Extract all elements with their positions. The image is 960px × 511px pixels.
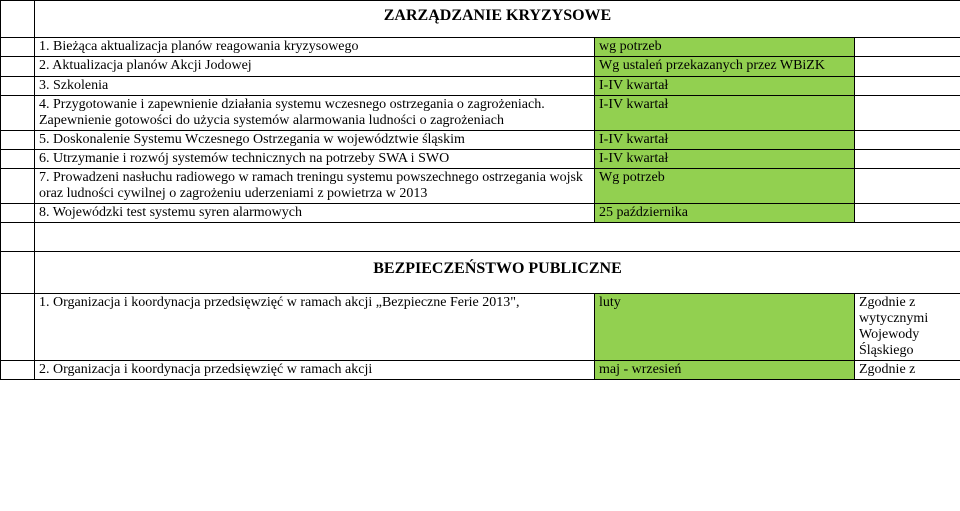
task-term: I-IV kwartał (595, 95, 855, 130)
table-row: 2. Aktualizacja planów Akcji Jodowej Wg … (1, 57, 960, 76)
task-term: Wg ustaleń przekazanych przez WBiZK (595, 57, 855, 76)
table-row: 7. Prowadzeni nasłuchu radiowego w ramac… (1, 169, 960, 204)
empty-cell (1, 1, 35, 38)
task-text: 5. Doskonalenie Systemu Wczesnego Ostrze… (35, 130, 595, 149)
task-term: I-IV kwartał (595, 149, 855, 168)
table-row: 6. Utrzymanie i rozwój systemów technicz… (1, 149, 960, 168)
task-text: 2. Organizacja i koordynacja przedsięwzi… (35, 361, 595, 380)
task-note: Zgodnie z wytycznymi Wojewody Śląskiego (855, 293, 960, 360)
table-row: 1. Bieżąca aktualizacja planów reagowani… (1, 38, 960, 57)
task-term: I-IV kwartał (595, 76, 855, 95)
task-text: 3. Szkolenia (35, 76, 595, 95)
section-title-crisis: ZARZĄDZANIE KRYZYSOWE (384, 7, 611, 24)
task-term: wg potrzeb (595, 38, 855, 57)
task-text: 2. Aktualizacja planów Akcji Jodowej (35, 57, 595, 76)
task-text: 6. Utrzymanie i rozwój systemów technicz… (35, 149, 595, 168)
task-note (855, 38, 960, 57)
task-text: 1. Bieżąca aktualizacja planów reagowani… (35, 38, 595, 57)
task-note (855, 204, 960, 223)
task-note (855, 95, 960, 130)
table-row: 2. Organizacja i koordynacja przedsięwzi… (1, 361, 960, 380)
task-note: Zgodnie z (855, 361, 960, 380)
task-text: 1. Organizacja i koordynacja przedsięwzi… (35, 293, 595, 360)
table-row: 1. Organizacja i koordynacja przedsięwzi… (1, 293, 960, 360)
section-heading-row: BEZPIECZEŃSTWO PUBLICZNE (1, 252, 960, 293)
task-text: 8. Wojewódzki test systemu syren alarmow… (35, 204, 595, 223)
task-term: luty (595, 293, 855, 360)
section-heading-row: ZARZĄDZANIE KRYZYSOWE (1, 1, 960, 38)
table-row: 3. Szkolenia I-IV kwartał (1, 76, 960, 95)
task-term: I-IV kwartał (595, 130, 855, 149)
task-note (855, 149, 960, 168)
section-title-public-safety: BEZPIECZEŃSTWO PUBLICZNE (373, 260, 622, 277)
task-note (855, 76, 960, 95)
document-table: ZARZĄDZANIE KRYZYSOWE 1. Bieżąca aktuali… (0, 0, 960, 380)
task-text: 7. Prowadzeni nasłuchu radiowego w ramac… (35, 169, 595, 204)
task-term: Wg potrzeb (595, 169, 855, 204)
task-text: 4. Przygotowanie i zapewnienie działania… (35, 95, 595, 130)
task-note (855, 130, 960, 149)
spacer-row (1, 223, 960, 252)
table-row: 8. Wojewódzki test systemu syren alarmow… (1, 204, 960, 223)
task-term: 25 października (595, 204, 855, 223)
task-note (855, 57, 960, 76)
task-note (855, 169, 960, 204)
task-term: maj - wrzesień (595, 361, 855, 380)
table-row: 4. Przygotowanie i zapewnienie działania… (1, 95, 960, 130)
table-row: 5. Doskonalenie Systemu Wczesnego Ostrze… (1, 130, 960, 149)
